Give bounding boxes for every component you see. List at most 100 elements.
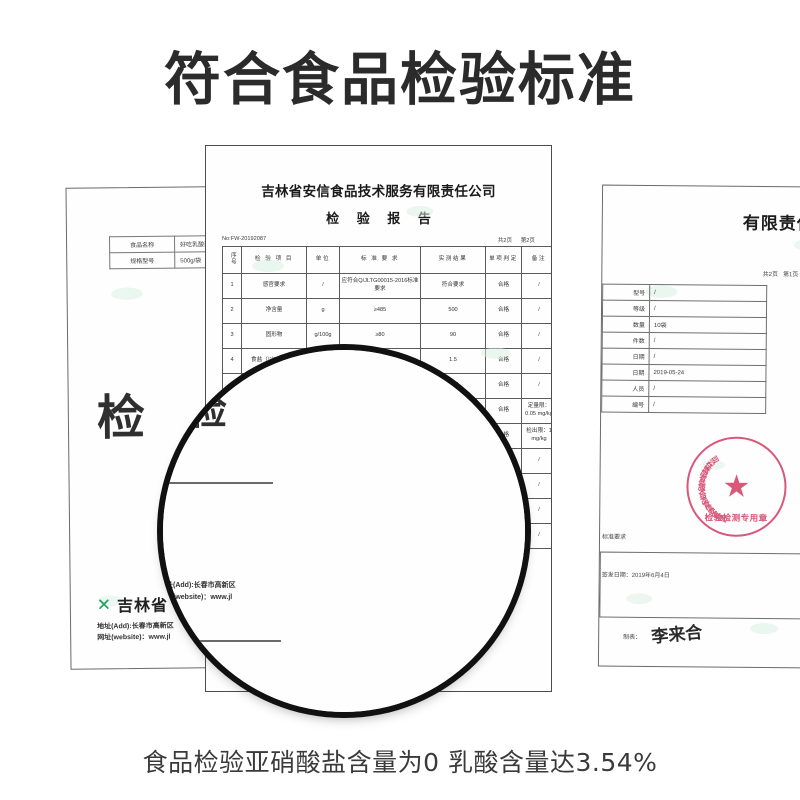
info-value: / <box>649 284 767 302</box>
center-report-title: 检 验 报 告 <box>326 211 438 226</box>
cell-unit: / <box>306 273 340 299</box>
table-header-row: 序号 检 验 项 目 单位 标 准 要 求 实测结果 单项判定 备注 <box>222 246 551 274</box>
info-value: / <box>648 380 766 398</box>
col-header-item: 检 验 项 目 <box>241 246 307 274</box>
col-header-remark: 备注 <box>521 246 551 274</box>
seal-bottom-text: 检验检测专用章 <box>704 512 768 524</box>
table-row: 2 净含量 g ≥485 500 合格 / <box>222 298 551 324</box>
center-report-company: 吉林省安信食品技术服务有限责任公司 <box>261 184 496 199</box>
info-key: 编号 <box>601 396 649 413</box>
logo-mark-icon: ✕ <box>96 595 112 615</box>
cell-verdict: 合格 <box>485 298 522 324</box>
left-doc-edge <box>163 640 281 642</box>
pagination: 共2页 第2页 <box>491 236 535 244</box>
right-report-title: 告 <box>602 234 800 260</box>
right-report-company: 有限责任公司 <box>742 213 800 234</box>
page-total: 共2页 <box>762 271 778 279</box>
cell-remark: / <box>521 273 551 299</box>
cell-result: 90 <box>420 323 486 349</box>
cell-remark: 定量限：0.05 mg/kg <box>521 398 551 424</box>
col-header-no: 序号 <box>222 246 242 274</box>
right-report-info-table: 型号 / 等级 / 数量 10袋 件数 / 日期 / 日期 2019-05-24 人员 / 编… <box>601 284 767 414</box>
cell-item: 净含量 <box>241 298 307 324</box>
cell-no: 2 <box>222 298 242 324</box>
cell-remark: / <box>521 523 551 549</box>
cell-remark: / <box>521 448 551 474</box>
left-doc-edge <box>163 482 273 484</box>
cell-no: 1 <box>222 273 242 299</box>
table-row: 件数 / <box>602 332 767 350</box>
info-key: 型号 <box>602 284 650 301</box>
table-row: 3 固形物 g/100g ≥80 90 合格 / <box>222 323 551 349</box>
cell-unit: g <box>306 298 340 324</box>
info-key: 人员 <box>601 380 649 397</box>
info-value: / <box>649 332 767 350</box>
cell-unit: g/100g <box>306 323 340 349</box>
website-line: 网址(website)：www.jl <box>163 593 233 601</box>
cell-result: 符合要求 <box>420 273 486 299</box>
col-header-unit: 单位 <box>306 246 340 274</box>
page-title: 符合食品检验标准 <box>164 47 636 113</box>
caption-text: 食品检验亚硝酸盐含量为0 乳酸含量达3.54% <box>142 748 658 777</box>
table-row: 日期 2019-05-24 <box>601 364 767 382</box>
info-value: / <box>648 396 766 414</box>
cell-remark: / <box>521 298 551 324</box>
col-header-verdict: 单项判定 <box>485 246 522 274</box>
cell-remark: 检出限：1 mg/kg <box>521 423 551 449</box>
cell-no: 3 <box>222 323 242 349</box>
cell-remark: / <box>521 323 551 349</box>
seal-arc-char: 司 <box>709 454 721 466</box>
right-report-standard-note: 标准要求 <box>602 534 627 541</box>
cell-remark: / <box>521 373 551 399</box>
cell-item: 感官要求 <box>241 273 307 299</box>
table-row: 编号 / <box>601 396 766 414</box>
table-row: 数量 10袋 <box>602 316 767 334</box>
cell-remark: / <box>521 498 551 524</box>
info-value: 2019-05-24 <box>648 364 767 382</box>
center-report-meta: No:FW-20192087 共2页 第2页 <box>222 236 535 244</box>
magnifier-lens[interactable]: 检 地址(Add):长春市高新区 网址(website)：www.jl 6 标准… <box>163 350 525 712</box>
table-row: 1 感官要求 / 应符合Q/JLTG00015-2016标准要求 符合要求 合格… <box>222 273 551 299</box>
info-key: 数量 <box>602 316 650 333</box>
cell-standard: ≥485 <box>339 298 421 324</box>
signature: 李来合 <box>650 622 704 648</box>
table-row: 人员 / <box>601 380 766 398</box>
info-key: 日期 <box>601 364 650 381</box>
cell-standard: ≥80 <box>339 323 421 349</box>
cell-remark: / <box>521 473 551 499</box>
address-line: 地址(Add):长春市高新区 <box>163 582 236 589</box>
page-current: 第1页 <box>782 272 799 279</box>
table-row: 型号 / <box>602 284 767 302</box>
inspection-seal: 吉林省安信食品技术服务有限责任公司 ★ 检验检测专用章 <box>686 436 787 538</box>
cell-verdict: 合格 <box>485 323 522 349</box>
right-report-bottom-box <box>599 551 800 620</box>
info-key: 食品名称 <box>109 236 175 253</box>
info-key: 等级 <box>602 300 650 317</box>
page-total: 共2页 <box>497 238 513 244</box>
right-report-pagination: 共2页 第1页 <box>602 268 799 279</box>
cell-result: 500 <box>420 298 486 324</box>
company-name: 吉林省 <box>117 598 169 616</box>
cell-standard: 应符合Q/JLTG00015-2016标准要求 <box>339 273 421 299</box>
left-doc-big-char: 检 <box>189 389 228 433</box>
maker-label: 制表： <box>623 634 642 641</box>
cell-remark: / <box>521 348 551 374</box>
seal-star-icon: ★ <box>722 468 751 504</box>
info-key: 规格型号 <box>109 252 175 269</box>
col-header-result: 实测结果 <box>420 246 486 274</box>
page-current: 第2页 <box>520 238 535 244</box>
info-key: 件数 <box>602 332 650 349</box>
table-row: 等级 / <box>602 300 767 318</box>
info-value: / <box>649 300 767 318</box>
table-row: 日期 / <box>602 348 767 366</box>
col-header-standard: 标 准 要 求 <box>339 246 421 274</box>
report-number: No:FW-20192087 <box>222 236 267 242</box>
info-value: 10袋 <box>649 316 767 334</box>
cell-item: 固形物 <box>241 323 307 349</box>
left-doc-contact: 地址(Add):长春市高新区 网址(website)：www.jl <box>163 580 236 604</box>
info-key: 日期 <box>602 348 650 365</box>
cell-verdict: 合格 <box>485 273 522 299</box>
info-value: / <box>649 348 767 366</box>
